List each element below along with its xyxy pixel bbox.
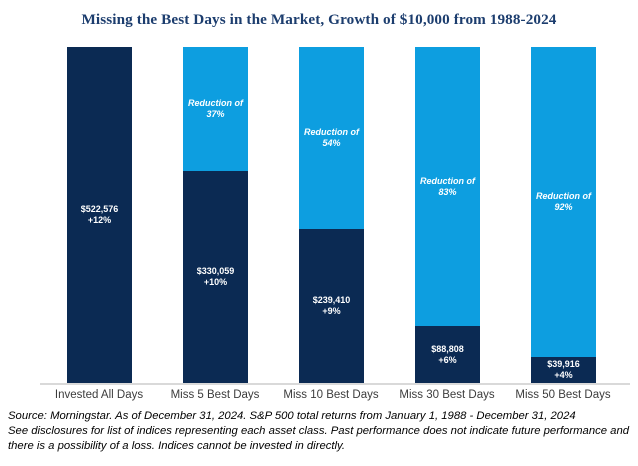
reduction-label: Reduction of 54% xyxy=(304,127,359,149)
reduction-label-line2: 37% xyxy=(206,109,225,119)
reduction-label-line1: Reduction of xyxy=(420,175,475,186)
reduction-label: Reduction of 83% xyxy=(420,176,475,198)
reduction-label-line2: 92% xyxy=(554,202,573,212)
bar-value-label: $522,576 +12% xyxy=(81,204,119,226)
bar-value-label: $88,808 +6% xyxy=(431,344,464,366)
ending-value: $88,808 xyxy=(431,343,464,354)
bar-miss-30-best-days: Reduction of 83% $88,808 +6% xyxy=(415,47,480,383)
annualized-return: +9% xyxy=(322,306,341,316)
reduction-label-line2: 83% xyxy=(438,186,457,197)
ending-value: $522,576 xyxy=(80,204,119,214)
reduction-label: Reduction of 92% xyxy=(536,191,591,213)
ending-value: $239,410 xyxy=(312,295,351,305)
annualized-return: +4% xyxy=(554,370,573,380)
reduction-label-line1: Reduction of xyxy=(188,98,243,108)
source-line-3: there is a possibility of a loss. Indice… xyxy=(8,440,345,452)
bar-segment-invested: $88,808 +6% xyxy=(415,326,480,383)
bar-segment-reduction: Reduction of 92% xyxy=(531,47,596,357)
x-axis-label-miss-30-best-days: Miss 30 Best Days xyxy=(399,389,495,401)
bar-miss-5-best-days: Reduction of 37% $330,059 +10% xyxy=(183,47,248,383)
bar-segment-invested: $39,916 +4% xyxy=(531,357,596,383)
plot-area: $522,576 +12% Reduction of 37% $330,059 … xyxy=(0,47,638,383)
bar-value-label: $39,916 +4% xyxy=(547,359,580,381)
reduction-label-line1: Reduction of xyxy=(304,127,359,137)
bar-segment-invested: $239,410 +9% xyxy=(299,229,364,383)
ending-value: $330,059 xyxy=(196,266,235,276)
x-axis-label-miss-5-best-days: Miss 5 Best Days xyxy=(170,389,260,401)
bar-segment-reduction: Reduction of 37% xyxy=(183,47,248,171)
chart-title: Missing the Best Days in the Market, Gro… xyxy=(81,11,557,28)
reduction-label: Reduction of 37% xyxy=(188,98,243,120)
bar-segment-invested: $522,576 +12% xyxy=(67,47,132,383)
reduction-label-line1: Reduction of xyxy=(536,191,591,201)
reduction-label-line2: 54% xyxy=(322,138,341,148)
bar-segment-reduction: Reduction of 83% xyxy=(415,47,480,326)
bar-miss-50-best-days: Reduction of 92% $39,916 +4% xyxy=(531,47,596,383)
bar-miss-10-best-days: Reduction of 54% $239,410 +9% xyxy=(299,47,364,383)
x-axis-line xyxy=(40,383,630,385)
source-disclosure-note: Source: Morningstar. As of December 31, … xyxy=(8,409,634,454)
annualized-return: +6% xyxy=(438,354,457,365)
annualized-return: +10% xyxy=(203,277,228,287)
ending-value: $39,916 xyxy=(547,359,580,369)
bar-value-label: $330,059 +10% xyxy=(197,266,235,288)
x-axis-label-invested-all-days: Invested All Days xyxy=(54,389,144,401)
bar-value-label: $239,410 +9% xyxy=(313,295,351,317)
source-line-2: See disclosures for list of indices repr… xyxy=(8,425,630,437)
annualized-return: +12% xyxy=(87,215,112,225)
x-axis-label-miss-10-best-days: Miss 10 Best Days xyxy=(283,389,379,401)
x-axis-label-miss-50-best-days: Miss 50 Best Days xyxy=(515,389,611,401)
bar-invested-all-days: $522,576 +12% xyxy=(67,47,132,383)
bar-segment-reduction: Reduction of 54% xyxy=(299,47,364,229)
bar-segment-invested: $330,059 +10% xyxy=(183,171,248,383)
source-line-1: Source: Morningstar. As of December 31, … xyxy=(8,410,576,422)
